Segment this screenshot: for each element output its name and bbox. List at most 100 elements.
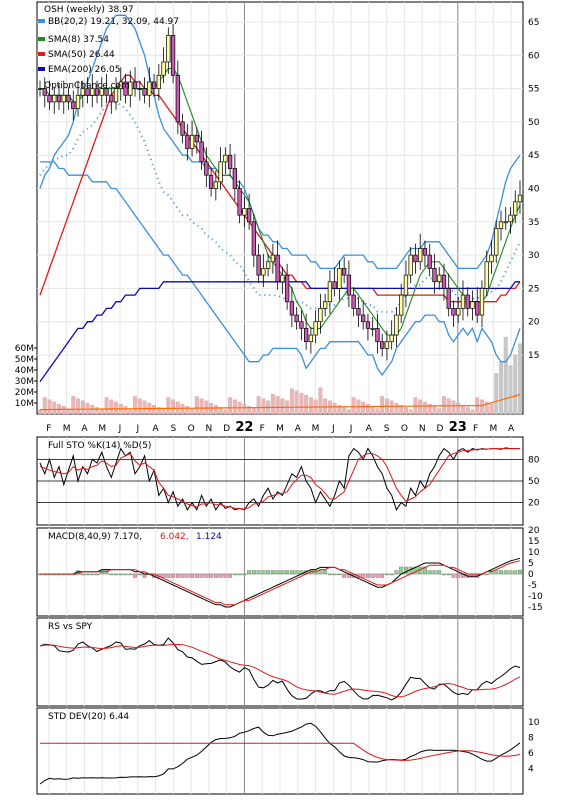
x-tick-label: F xyxy=(473,424,478,434)
macd-histogram-bar xyxy=(456,573,461,578)
volume-bar xyxy=(437,408,442,415)
volume-bar xyxy=(204,400,209,415)
macd-histogram-bar xyxy=(128,573,133,576)
volume-bar xyxy=(194,396,199,415)
candle-body xyxy=(441,274,447,289)
candle-body xyxy=(422,248,428,256)
candle-body xyxy=(318,308,323,323)
candle-body xyxy=(147,81,152,96)
rs-line xyxy=(39,637,521,701)
x-tick-label: A xyxy=(295,424,302,434)
ema200-line xyxy=(39,281,520,383)
candle-body xyxy=(498,221,504,229)
volume-bar xyxy=(351,397,356,415)
macd-histogram-bar xyxy=(171,573,176,578)
volume-bar xyxy=(289,388,294,415)
macd-histogram-bar xyxy=(361,573,366,578)
sto-tick-label: 20 xyxy=(528,499,540,509)
candle-body xyxy=(94,88,100,96)
volume-tick-label: 60M xyxy=(15,344,34,354)
x-tick-label: 22 xyxy=(235,420,253,435)
macd-histogram-bar xyxy=(209,573,214,578)
candle-body xyxy=(470,301,475,309)
macd-histogram-bar xyxy=(451,573,456,578)
volume-tick-label: 10M xyxy=(15,399,34,409)
x-tick-label: J xyxy=(135,424,139,434)
x-tick-label: 23 xyxy=(449,420,467,435)
candle-body xyxy=(294,314,299,323)
legend-sma8-swatch xyxy=(38,37,45,41)
macd-histogram-bar xyxy=(242,573,247,576)
candle-body xyxy=(494,228,499,256)
candle-body xyxy=(418,248,423,263)
candle-body xyxy=(151,81,157,89)
candle-body xyxy=(47,94,52,103)
macd-histogram-bar xyxy=(337,573,342,576)
bb-upper-line xyxy=(39,14,521,270)
macd-histogram-bar xyxy=(237,573,242,576)
price-tick-label: 40 xyxy=(528,185,540,195)
stddev-tick-label: 6 xyxy=(528,749,534,759)
volume-bar xyxy=(109,399,114,415)
candle-body xyxy=(80,88,85,96)
macd-histogram-bar xyxy=(123,573,128,576)
candle-body xyxy=(489,254,494,263)
volume-bar xyxy=(76,398,80,415)
price-tick-label: 60 xyxy=(528,51,540,61)
macd-tick-label: -5 xyxy=(528,581,537,591)
macd-histogram-bar xyxy=(199,573,204,578)
candle-body xyxy=(337,268,342,289)
macd-histogram-bar xyxy=(80,573,85,576)
x-tick-label: F xyxy=(46,424,51,434)
candle-body xyxy=(113,88,119,103)
volume-bar xyxy=(332,402,337,415)
bb-lower-line xyxy=(40,161,521,377)
candle-body xyxy=(342,268,347,276)
candle-body xyxy=(56,94,62,103)
candle-body xyxy=(118,81,123,89)
macd-histogram-bar xyxy=(432,570,437,575)
volume-bar xyxy=(308,397,313,415)
x-tick-label: D xyxy=(437,424,444,434)
legend-sma8: SMA(8) 37.54 xyxy=(48,35,109,45)
macd-histogram-bar xyxy=(256,570,261,575)
stddev-tick-label: 10 xyxy=(528,718,540,728)
volume-bar xyxy=(190,408,195,415)
candle-body xyxy=(413,254,418,263)
volume-bar xyxy=(156,407,161,415)
candle-body xyxy=(237,188,242,216)
volume-bar xyxy=(52,401,57,415)
macd-histogram-bar xyxy=(133,573,137,578)
rs-title: RS vs SPY xyxy=(48,622,93,632)
x-tick-label: O xyxy=(401,424,408,434)
candle-body xyxy=(384,341,390,349)
candle-body xyxy=(427,254,432,269)
candle-body xyxy=(403,274,409,296)
macd-histogram-bar xyxy=(285,570,290,575)
volume-bar xyxy=(518,343,522,415)
macd-histogram-bar xyxy=(342,573,347,578)
volume-bar xyxy=(66,408,71,415)
volume-bar xyxy=(133,396,137,415)
legend-bb-swatch xyxy=(38,19,45,23)
volume-bar xyxy=(42,397,47,415)
volume-tick-label: 40M xyxy=(15,366,34,376)
volume-bar xyxy=(228,397,233,415)
candle-body xyxy=(508,214,513,223)
volume-ma-line xyxy=(40,394,521,411)
candle-body xyxy=(460,294,466,309)
macd-tick-label: 20 xyxy=(528,526,540,536)
candle-body xyxy=(356,308,361,316)
macd-histogram-bar xyxy=(190,573,195,578)
candle-body xyxy=(475,301,480,316)
volume-bar xyxy=(508,365,513,415)
macd-tick-label: 10 xyxy=(528,548,540,558)
candle-body xyxy=(218,161,223,183)
volume-bar xyxy=(461,405,465,415)
macd-histogram-bar xyxy=(437,570,442,575)
volume-bar xyxy=(61,406,66,415)
candle-body xyxy=(161,61,166,76)
macd-title-signal: 6.042, xyxy=(160,532,189,542)
macd-histogram-bar xyxy=(280,570,285,575)
volume-bar xyxy=(418,399,423,415)
